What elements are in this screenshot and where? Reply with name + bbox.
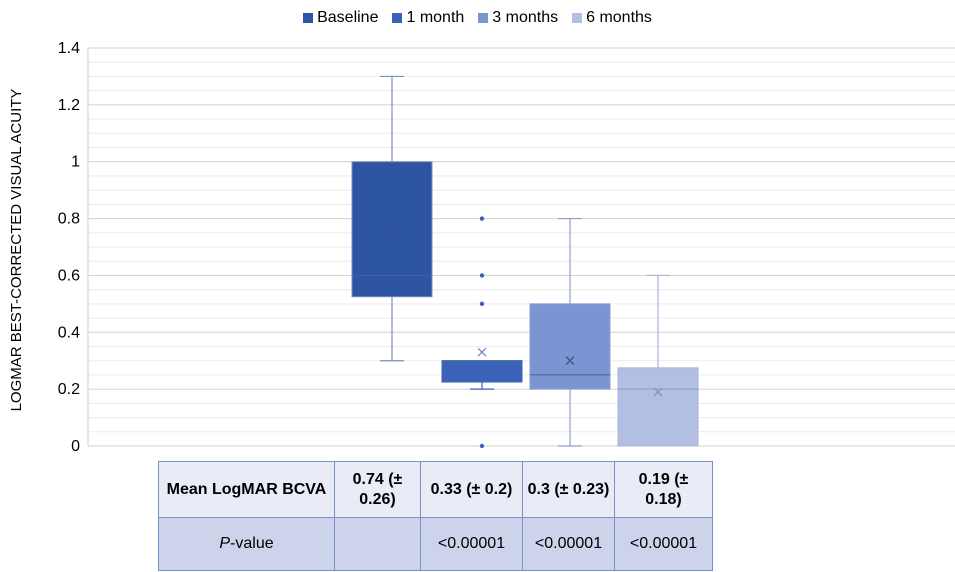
y-tick-label: 0.2 [58, 381, 80, 398]
outlier-point [479, 443, 485, 449]
mean-marker [477, 347, 487, 357]
y-tick-label: 0.8 [58, 211, 80, 228]
legend-swatch [478, 13, 489, 23]
outlier-point [479, 301, 485, 307]
y-tick-label: 1.2 [58, 97, 80, 114]
mean-marker [387, 231, 397, 241]
outlier-point [479, 273, 485, 278]
legend-swatch [303, 13, 314, 23]
legend-swatch [392, 13, 403, 23]
mean-marker [565, 356, 575, 366]
stats-table: Mean LogMAR BCVA 0.74 (± 0.26) 0.33 (± 0… [158, 461, 713, 571]
y-tick-label: 0.4 [58, 324, 80, 341]
legend-label: 3 months [492, 9, 559, 26]
mean-cell-1-month: 0.33 (± 0.2) [420, 461, 523, 518]
legend-swatch [572, 13, 583, 23]
mean-cell-baseline: 0.74 (± 0.26) [334, 461, 421, 518]
legend-item-baseline: Baseline [303, 8, 378, 28]
mean-cell-3-months: 0.3 (± 0.23) [522, 461, 615, 518]
legend-label: 6 months [586, 9, 652, 26]
p-value-header-cell: P-value [158, 517, 335, 571]
outlier-point [479, 216, 485, 221]
box-baseline [351, 161, 433, 298]
legend-item-6-months: 6 months [572, 8, 652, 28]
p-value-cell-3-months: <0.00001 [522, 517, 615, 571]
mean-cell-6-months: 0.19 (± 0.18) [614, 461, 713, 518]
box-6-months [617, 367, 699, 447]
mean-row: Mean LogMAR BCVA 0.74 (± 0.26) 0.33 (± 0… [158, 461, 713, 518]
legend-item-3-months: 3 months [478, 8, 558, 28]
p-value-cell-baseline [334, 517, 421, 571]
box-plot-chart: 0 0.2 0.4 0.6 0.8 1 1.2 1.4 [58, 40, 955, 455]
box-1-month [441, 360, 523, 383]
legend-label: 1 month [406, 9, 465, 26]
legend-item-1-month: 1 month [392, 8, 464, 28]
p-value-cell-1-month: <0.00001 [420, 517, 523, 571]
legend-label: Baseline [317, 9, 379, 26]
p-value-cell-6-months: <0.00001 [614, 517, 713, 571]
box-3-months [529, 303, 611, 390]
p-value-row: P-value <0.00001 <0.00001 <0.00001 [158, 517, 713, 571]
y-axis-label: LOGMAR BEST-CORRECTED VISUAL ACUITY [8, 88, 25, 412]
y-tick-label: 1.4 [58, 40, 80, 57]
y-tick-label: 0.6 [58, 267, 80, 284]
y-tick-label: 0 [71, 438, 80, 455]
y-tick-label: 1 [71, 154, 80, 171]
mean-header-cell: Mean LogMAR BCVA [158, 461, 335, 518]
legend: Baseline 1 month 3 months 6 months [0, 8, 955, 28]
mean-marker [653, 387, 663, 397]
